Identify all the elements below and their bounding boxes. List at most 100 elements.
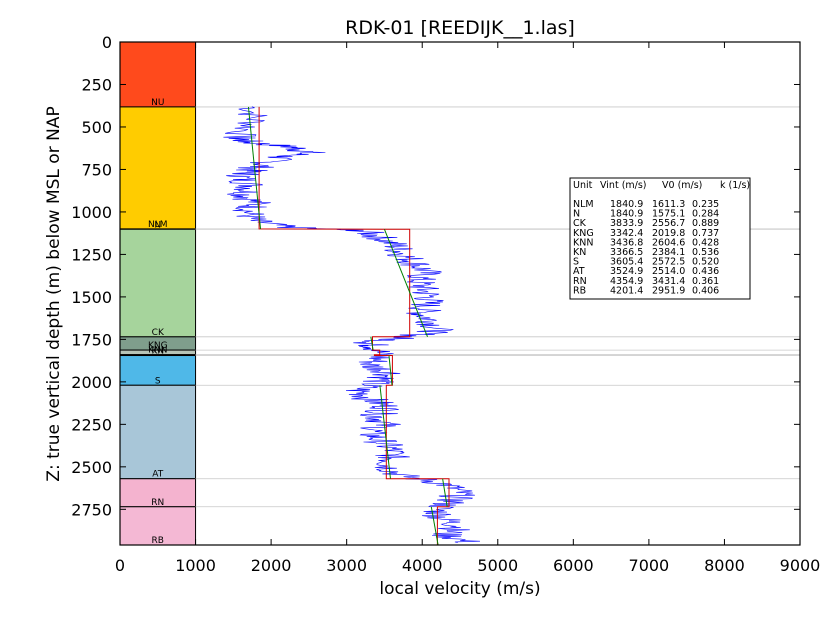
info-row-cell: 1840.9 — [610, 209, 643, 220]
strat-label-rb: RB — [152, 536, 164, 546]
y-axis-ticks: 0 250 500 750 1000 1250 1500 1750 2000 2250 2500 27… — [71, 33, 800, 519]
strat-label-rn: RN — [151, 498, 164, 508]
linear-fit-segment — [430, 506, 439, 546]
info-row-cell: 1611.3 — [652, 199, 685, 210]
y-tick-label: 0 — [102, 33, 112, 52]
info-row-cell: AT — [573, 266, 585, 277]
info-row-cell: CK — [573, 218, 587, 229]
info-row-cell: 0.536 — [692, 247, 719, 258]
x-axis-ticks: 0 1000 2000 3000 4000 5000 6000 7000 8000 9000 — [115, 42, 820, 575]
info-row-cell: 2604.6 — [652, 237, 685, 248]
strat-unit-rn — [119, 478, 197, 508]
chart-title: RDK-01 [REEDIJK__1.las] — [345, 17, 575, 39]
linear-fit-segment — [442, 478, 448, 507]
linear-velocity-fit-series — [247, 106, 448, 546]
unit-boundary-lines — [195, 106, 800, 508]
interval-velocity-series — [258, 106, 450, 545]
strat-unit-rb — [119, 506, 197, 546]
y-tick-label: 250 — [81, 75, 112, 94]
info-row-cell: 3342.4 — [610, 228, 643, 239]
info-row-cell: 0.235 — [692, 199, 719, 210]
info-row-cell: RN — [573, 276, 587, 287]
y-tick-label: 2750 — [71, 500, 112, 519]
x-tick-label: 2000 — [251, 556, 292, 575]
info-row-cell: 0.428 — [692, 237, 719, 248]
info-row-cell: 0.284 — [692, 209, 719, 220]
strat-unit-at — [119, 384, 197, 480]
strat-unit-s — [119, 355, 197, 386]
info-row-cell: 4354.9 — [610, 276, 643, 287]
info-header-cell: V0 (m/s) — [662, 180, 702, 191]
info-header-cell: Vint (m/s) — [600, 180, 647, 191]
y-tick-label: 500 — [81, 118, 112, 137]
strat-unit-nlm — [119, 106, 197, 230]
info-row-cell: 1840.9 — [610, 199, 643, 210]
info-row-cell: 2951.9 — [652, 285, 685, 296]
x-tick-label: 8000 — [704, 556, 745, 575]
y-tick-label: 1250 — [71, 245, 112, 264]
info-box-frame — [569, 177, 751, 300]
strat-label-at: AT — [152, 470, 163, 480]
info-row-cell: 3431.4 — [652, 276, 685, 287]
strat-label-n: N — [154, 220, 161, 230]
info-row-cell: NLM — [573, 199, 594, 210]
linear-fit-segment — [388, 355, 393, 386]
strat-label-kn: KN — [151, 347, 164, 357]
info-row-cell: 3436.8 — [610, 237, 643, 248]
y-tick-label: 2000 — [71, 373, 112, 392]
info-row-cell: 0.737 — [692, 228, 719, 239]
plot-frame — [119, 41, 801, 546]
strat-label-ck: CK — [152, 328, 165, 338]
interval-velocity-line — [258, 106, 450, 545]
info-row-cell: 3833.9 — [610, 218, 643, 229]
info-row-cell: 3605.4 — [610, 257, 643, 268]
x-axis-title: local velocity (m/s) — [379, 579, 540, 599]
strat-unit-nu — [119, 41, 197, 108]
velocity-info-box: Unit Vint (m/s) V0 (m/s) k (1/s) NLM 1840.9 16… — [569, 177, 751, 300]
strat-label-s: S — [155, 376, 161, 386]
x-tick-label: 3000 — [326, 556, 367, 575]
info-row-cell: 2384.1 — [652, 247, 685, 258]
linear-fit-segment — [379, 385, 391, 479]
info-row-cell: 0.436 — [692, 266, 719, 277]
info-row-cell: 2514.0 — [652, 266, 685, 277]
info-row-cell: 3366.5 — [610, 247, 643, 258]
strat-label-kng: KNG — [148, 341, 168, 351]
info-row-cell: S — [573, 257, 579, 268]
linear-fit-segment — [370, 336, 374, 351]
strat-label-nu: NU — [151, 98, 164, 108]
strat-unit-ck — [119, 228, 197, 338]
local-velocity-series — [223, 106, 481, 543]
y-tick-label: 1500 — [71, 288, 112, 307]
x-tick-label: 7000 — [629, 556, 670, 575]
info-header-cell: k (1/s) — [720, 180, 750, 191]
y-axis-title: Z: true vertical depth (m) below MSL or … — [44, 106, 64, 481]
y-tick-label: 1000 — [71, 203, 112, 222]
info-row-cell: RB — [573, 285, 586, 296]
info-row-cell: 2019.8 — [652, 228, 685, 239]
y-tick-label: 1750 — [71, 330, 112, 349]
linear-fit-segment — [247, 106, 262, 229]
info-row-cell: KNN — [573, 237, 593, 248]
info-row-cell: 0.889 — [692, 218, 719, 229]
strat-label-nlm: NLM — [148, 220, 168, 230]
strat-label-knn: KNN — [148, 346, 167, 356]
x-tick-label: 4000 — [402, 556, 443, 575]
y-tick-label: 750 — [81, 160, 112, 179]
info-row-cell: 1575.1 — [652, 209, 685, 220]
info-row-cell: 0.520 — [692, 257, 719, 268]
x-tick-label: 6000 — [553, 556, 594, 575]
x-tick-label: 1000 — [175, 556, 216, 575]
x-tick-label: 5000 — [477, 556, 518, 575]
y-tick-label: 2250 — [71, 415, 112, 434]
info-row-cell: 0.406 — [692, 285, 719, 296]
info-row-cell: N — [573, 209, 580, 220]
info-row-cell: 2556.7 — [652, 218, 685, 229]
linear-fit-segment — [383, 229, 428, 338]
info-row-cell: 0.361 — [692, 276, 719, 287]
info-row-cell: KNG — [573, 228, 594, 239]
info-row-cell: 3524.9 — [610, 266, 643, 277]
info-row-cell: 2572.5 — [652, 257, 685, 268]
x-tick-label: 9000 — [780, 556, 821, 575]
